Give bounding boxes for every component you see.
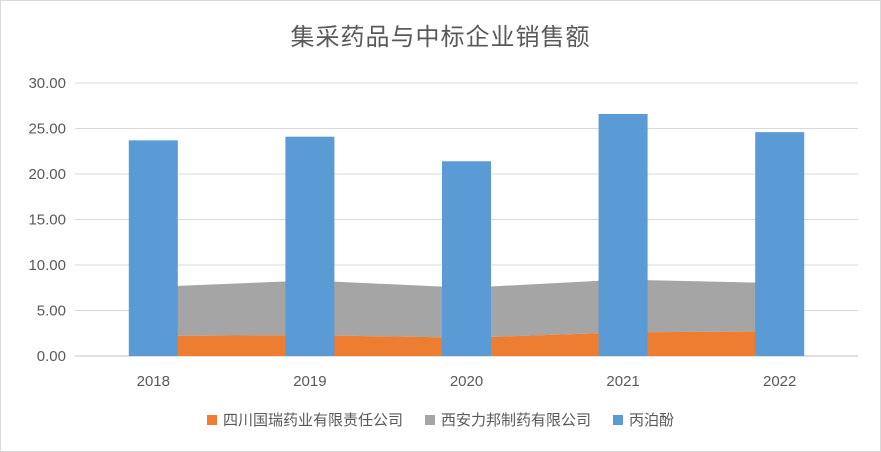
bar-2019 [285,136,335,356]
y-tick-label: 0.00 [37,348,66,365]
bar-2022 [755,132,805,356]
bar-2018 [128,140,178,356]
legend-item-guorui: 四川国瑞药业有限责任公司 [206,409,403,430]
x-tick-label: 2019 [293,373,326,390]
chart-title: 集采药品与中标企业销售额 [290,23,591,51]
legend-label-propofol: 丙泊酚 [629,411,675,429]
legend-label-guorui: 四川国瑞药业有限责任公司 [222,411,403,429]
x-tick-label: 2022 [763,373,796,390]
legend-item-libang: 西安力邦制药有限公司 [424,409,591,430]
bar-2021 [598,113,648,356]
legend-swatch-propofol [613,414,623,425]
y-tick-label: 10.00 [28,257,66,274]
y-tick-label: 30.00 [28,75,66,92]
bar-2020 [442,161,491,356]
x-tick-label: 2020 [450,373,483,390]
legend-label-libang: 西安力邦制药有限公司 [440,411,591,429]
x-tick-label: 2018 [137,373,170,390]
legend: 四川国瑞药业有限责任公司 西安力邦制药有限公司 丙泊酚 [1,409,880,430]
y-tick-label: 5.00 [37,303,66,320]
y-tick-label: 25.00 [28,121,66,138]
x-tick-label: 2021 [606,373,639,390]
legend-swatch-guorui [206,414,217,425]
y-tick-label: 15.00 [28,212,66,229]
legend-item-propofol: 丙泊酚 [613,409,674,430]
y-tick-label: 20.00 [28,166,66,183]
legend-swatch-libang [424,414,435,425]
